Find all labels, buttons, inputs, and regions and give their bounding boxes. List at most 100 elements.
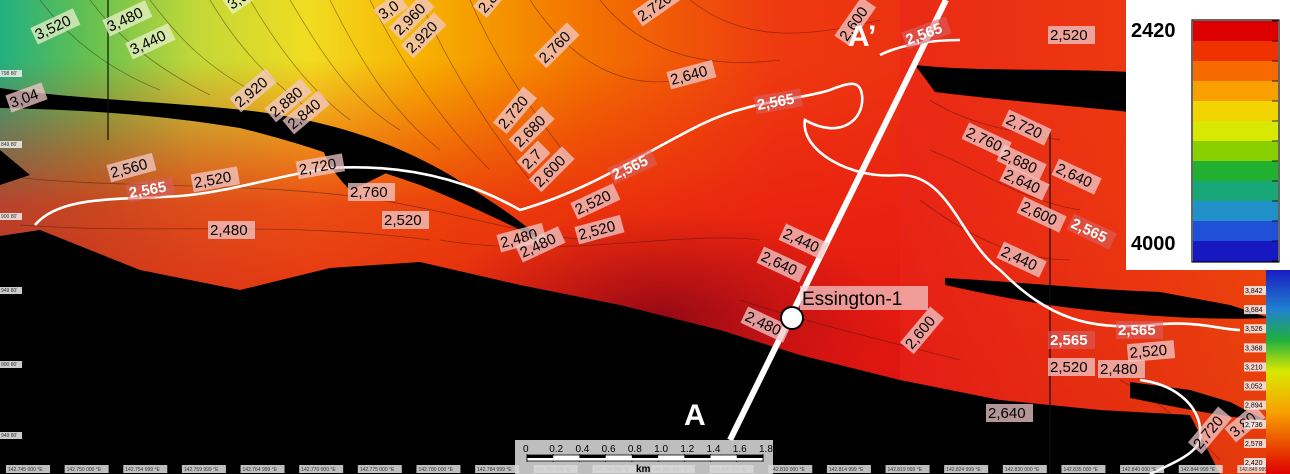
longitude-label: 142.780 000 °E <box>418 467 453 473</box>
contour-label: 2,640 <box>986 404 1033 422</box>
svg-text:2,720: 2,720 <box>298 156 338 179</box>
scale-tick-label: 0.6 <box>602 444 616 455</box>
svg-text:2,565: 2,565 <box>1050 332 1088 349</box>
secondary-colorbar-label: 3,526 <box>1245 326 1263 333</box>
svg-text:2,760: 2,760 <box>350 184 388 201</box>
latitude-label: 949 80’ <box>1 288 17 294</box>
secondary-colorbar: 3,842 3,684 3,526 3,368 3,210 3,052 2,894 2,736… <box>1244 268 1290 474</box>
svg-text:2,520: 2,520 <box>384 212 422 229</box>
contour-label: 2,520 <box>1048 26 1095 44</box>
contour-label: 2,480 <box>208 221 255 239</box>
legend-colorbar <box>1191 19 1280 263</box>
svg-text:2,565: 2,565 <box>128 179 168 202</box>
contour-label: 2,480 <box>1098 360 1145 378</box>
legend-color-band <box>1193 81 1278 102</box>
latitude-label: 798 80’ <box>1 71 17 77</box>
contour-label: 2,565 <box>1116 321 1163 339</box>
longitude-label: 142.819 999 °E <box>888 467 923 473</box>
scale-tick-label: 1.8 <box>759 444 773 455</box>
contour-label: 2,760 <box>348 183 395 201</box>
svg-text:2,640: 2,640 <box>988 405 1026 422</box>
scale-tick-label: 1.0 <box>654 444 668 455</box>
svg-text:2,565: 2,565 <box>1118 322 1156 339</box>
section-start-label: A <box>684 399 706 432</box>
svg-text:2,520: 2,520 <box>1050 359 1088 376</box>
scale-tick-label: 1.4 <box>707 444 721 455</box>
legend-color-band <box>1193 41 1278 62</box>
svg-text:2,565: 2,565 <box>756 91 796 114</box>
longitude-label: 142.745 000 °E <box>8 467 43 473</box>
latitude-label: 949 80’ <box>1 433 17 439</box>
svg-text:2,520: 2,520 <box>1050 27 1088 44</box>
contour-label: 2,520 <box>190 166 241 193</box>
legend-color-band <box>1193 161 1278 182</box>
scale-tick-label: 1.2 <box>680 444 694 455</box>
secondary-colorbar-label: 2,578 <box>1245 441 1263 448</box>
longitude-label: 142.764 999 °E <box>243 467 278 473</box>
scale-tick-label: 0.8 <box>628 444 642 455</box>
secondary-colorbar-label: 3,210 <box>1245 364 1263 371</box>
longitude-label: 142.775 000 °E <box>360 467 395 473</box>
svg-text:2,520: 2,520 <box>193 169 233 192</box>
longitude-label: 142.844 999 °E <box>1181 467 1216 473</box>
legend: 2420 4000 <box>1126 0 1290 270</box>
longitude-label: 142.849 999 °E <box>1239 467 1274 473</box>
contour-label: 2,565 <box>753 88 804 115</box>
longitude-label: 142.784 999 °E <box>477 467 512 473</box>
highlight-contour <box>34 82 1241 332</box>
legend-max-label: 2420 <box>1131 20 1176 42</box>
longitude-label: 142.840 000 °E <box>1122 467 1157 473</box>
legend-color-band <box>1193 241 1278 262</box>
latitude-label: 849 80’ <box>1 142 17 148</box>
contour-label: 2,520 <box>1126 340 1176 363</box>
scale-tick-label: 0.4 <box>575 444 589 455</box>
latitude-label: 900 80’ <box>1 362 17 368</box>
secondary-colorbar-label: 2,894 <box>1245 403 1263 410</box>
scale-tick-label: 0.2 <box>549 444 563 455</box>
legend-min-label: 4000 <box>1131 233 1176 255</box>
longitude-label: 142.750 000 °E <box>67 467 102 473</box>
legend-color-band <box>1193 181 1278 202</box>
secondary-colorbar-label: 3,842 <box>1245 288 1263 295</box>
scale-bar: 0 0.2 0.4 0.6 0.8 1.0 1.2 1.4 1.6 1.8 km <box>515 440 773 474</box>
legend-color-band <box>1193 101 1278 122</box>
scale-tick-label: 0 <box>523 444 529 455</box>
svg-text:2,520: 2,520 <box>1129 342 1168 362</box>
scale-tick-label: 1.6 <box>733 444 747 455</box>
contour-label: 2,520 <box>382 211 429 229</box>
legend-color-band <box>1193 221 1278 242</box>
legend-color-band <box>1193 61 1278 82</box>
latitude-label: 900 80’ <box>1 214 17 220</box>
legend-color-band <box>1193 21 1278 42</box>
secondary-colorbar-label: 2,420 <box>1245 460 1263 467</box>
section-line <box>727 0 949 442</box>
scale-unit: km <box>636 464 651 474</box>
contour-label: 2,720 <box>295 153 346 180</box>
well-label: Essington-1 <box>802 289 902 310</box>
longitude-label: 142.835 000 °E <box>1063 467 1098 473</box>
well-marker[interactable] <box>780 306 804 330</box>
longitude-label: 142.814 999 °E <box>829 467 864 473</box>
contour-label: 2,565 <box>1048 331 1095 349</box>
secondary-colorbar-label: 3,052 <box>1245 384 1263 391</box>
contour-label: 2,520 <box>1048 358 1095 376</box>
svg-text:2,480: 2,480 <box>1100 361 1138 378</box>
longitude-label: 142.824 999 °E <box>946 467 981 473</box>
secondary-colorbar-label: 3,684 <box>1245 307 1263 314</box>
latitude-labels: 798 80’ 849 80’ 900 80’ 949 80’ 900 80’ 949 8… <box>0 70 22 439</box>
longitude-label: 142.754 999 °E <box>125 467 160 473</box>
secondary-colorbar-label: 3,368 <box>1245 345 1263 352</box>
secondary-colorbar-label: 2,736 <box>1245 422 1263 429</box>
fault-blocks <box>0 65 1270 474</box>
longitude-label: 142.759 999 °E <box>184 467 219 473</box>
longitude-label: 142.830 000 °E <box>1005 467 1040 473</box>
legend-color-band <box>1193 141 1278 162</box>
longitude-label: 142.810 000 °E <box>770 467 805 473</box>
legend-color-band <box>1193 121 1278 142</box>
legend-color-band <box>1193 201 1278 222</box>
svg-text:2,480: 2,480 <box>210 222 248 239</box>
contour-label: 2,565 <box>125 176 176 203</box>
longitude-label: 142.770 000 °E <box>301 467 336 473</box>
section-end-label: A’ <box>848 20 876 53</box>
